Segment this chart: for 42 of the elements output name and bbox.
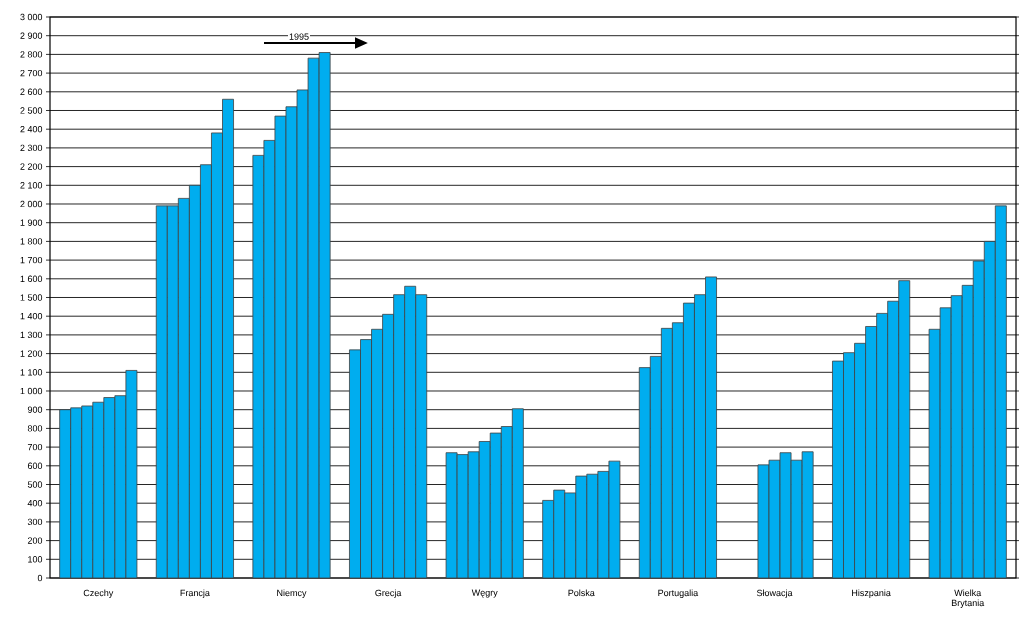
y-tick-label: 700 (27, 443, 43, 451)
x-tick-label: Polska (568, 589, 595, 597)
y-tick-label: 1 100 (20, 369, 43, 376)
y-tick-label: 2 300 (20, 144, 43, 152)
y-tick-label: 0 (37, 574, 43, 582)
y-tick-label: 1 200 (20, 350, 43, 357)
y-tick-label: 800 (27, 425, 43, 432)
y-tick-label: 100 (28, 556, 43, 563)
y-tick-label: 2 700 (20, 69, 43, 77)
y-tick-label: 2 400 (20, 126, 43, 133)
y-tick-label: 2 100 (20, 182, 43, 189)
y-tick-label: 300 (27, 518, 43, 526)
y-tick-label: 1 700 (20, 256, 43, 264)
x-tick-label: Niemcy (277, 589, 307, 598)
y-tick-label: 1 800 (20, 238, 43, 245)
y-tick-label: 600 (27, 462, 43, 469)
x-tick-label: Czechy (83, 589, 114, 598)
x-tick-label: Francja (180, 589, 210, 598)
y-tick-label: 2 000 (20, 200, 43, 208)
annotation: 1995 (289, 33, 309, 40)
y-tick-label: 1 000 (20, 387, 43, 395)
y-tick-label: 1 500 (20, 294, 43, 301)
x-tick-label: Hiszpania (852, 589, 891, 598)
x-tick-label: Słowacja (756, 589, 793, 598)
x-tick-label: Grecja (375, 589, 402, 598)
x-tick-label: Węgry (471, 589, 498, 598)
y-tick-label: 1 400 (20, 313, 43, 320)
y-tick-label: 2 200 (20, 163, 43, 170)
y-tick-label: 200 (27, 537, 43, 544)
y-tick-label: 1 300 (20, 331, 43, 339)
y-tick-label: 2 500 (20, 107, 43, 114)
y-tick-label: 2 900 (20, 32, 43, 39)
y-tick-label: 400 (27, 500, 43, 507)
y-tick-label: 500 (27, 481, 43, 488)
x-tick-label: Wielka Brytania (951, 589, 985, 608)
y-tick-label: 1 900 (20, 219, 43, 226)
x-tick-label: Portugalia (658, 589, 699, 598)
y-tick-label: 3 000 (20, 13, 43, 21)
y-tick-label: 2 800 (20, 51, 43, 58)
y-tick-label: 2 600 (20, 88, 43, 95)
y-tick-label: 1 600 (20, 275, 43, 282)
y-tick-label: 900 (27, 406, 43, 413)
